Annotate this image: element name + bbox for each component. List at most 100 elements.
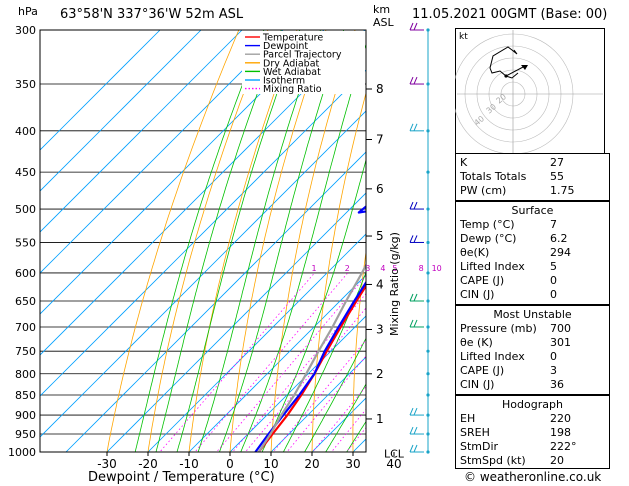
- hodograph-surface-dot: [504, 74, 508, 78]
- mixing-ratio-label: 3: [365, 264, 370, 273]
- most-unstable-row: Lifted Index 0: [460, 350, 557, 363]
- pressure-tick-label: 300: [15, 24, 36, 37]
- datetime-label: 11.05.2021 00GMT (Base: 00): [412, 7, 608, 22]
- pressure-tick-label: 600: [15, 267, 36, 280]
- hodograph-unit-label: kt: [459, 32, 468, 42]
- wind-barb-icon: [413, 444, 418, 453]
- wind-profile-dot: [426, 372, 430, 376]
- wind-profile-dot: [426, 325, 430, 329]
- x-tick-label: -20: [138, 457, 158, 471]
- hpa-unit-label: hPa: [18, 5, 38, 18]
- profile-dewpoint: [254, 205, 366, 452]
- wind-profile-dot: [426, 82, 430, 86]
- isotherm-line: [40, 30, 243, 233]
- wet-adiabat-line: [176, 30, 301, 452]
- mixing-ratio-line: [232, 292, 366, 452]
- wind-profile-dot: [426, 129, 430, 133]
- x-tick-label: 20: [304, 457, 319, 471]
- km-tick-label: 6: [376, 182, 384, 196]
- hodograph: kt 40 30 20: [455, 28, 605, 157]
- surface-title: Surface: [511, 204, 554, 217]
- isotherm-line: [229, 315, 366, 452]
- index-row: K 27: [460, 156, 564, 169]
- hodograph-storm-vector: [505, 65, 526, 77]
- x-tick-label: -10: [179, 457, 199, 471]
- wind-barb-icon: [409, 201, 414, 210]
- most-unstable-title: Most Unstable: [493, 308, 572, 321]
- pressure-tick-label: 750: [15, 345, 36, 358]
- isotherm-line: [106, 192, 366, 452]
- legend-entry: Isotherm: [263, 76, 305, 87]
- mixing-ratio-line: [244, 307, 366, 452]
- wind-barb-icon: [413, 22, 418, 31]
- isotherm-line: [65, 151, 366, 452]
- isotherm-line: [40, 69, 366, 397]
- surface-row: Temp (°C) 7: [460, 218, 557, 231]
- pressure-tick-label: 900: [15, 409, 36, 422]
- legend-entry: Mixing Ratio: [263, 84, 322, 95]
- location-label: 63°58'N 337°36'W 52m ASL: [60, 7, 244, 22]
- plot-frame: [39, 29, 367, 453]
- surface-row: Dewp (°C) 6.2: [460, 232, 568, 245]
- surface-row: CAPE (J) 0: [460, 274, 557, 287]
- pressure-tick-label: 700: [15, 321, 36, 334]
- wet-adiabat-line: [240, 42, 366, 452]
- wind-profile-dot: [426, 170, 430, 174]
- profile-parcel-trajectory: [257, 262, 366, 452]
- hodograph-info-row: SREH 198: [460, 426, 571, 439]
- legend-entry: Dewpoint: [263, 41, 308, 52]
- surface-row: CIN (J) 0: [460, 288, 557, 301]
- wind-barb-icon: [409, 407, 414, 416]
- wind-barb-icon: [409, 235, 414, 243]
- most-unstable-row: CIN (J) 36: [460, 378, 564, 391]
- wind-barb-icon: [413, 293, 418, 302]
- mixing-ratio-label: 10: [432, 264, 442, 273]
- mixing-ratio-axis-label: Mixing Ratio (g/kg): [388, 232, 401, 336]
- wet-adiabat-line: [134, 30, 265, 452]
- km-tick-label: 3: [376, 322, 384, 336]
- wind-barb-icon: [409, 293, 414, 302]
- wind-profile-dot: [426, 299, 430, 303]
- wet-adiabat-line: [155, 30, 282, 452]
- info-panel: K 27 Totals Totals 55 PW (cm) 1.75 Surface …: [455, 153, 610, 469]
- pressure-tick-label: 500: [15, 203, 36, 216]
- pressure-tick-label: 350: [15, 78, 36, 91]
- dry-adiabat-line: [147, 30, 269, 452]
- wind-barb-icon: [413, 123, 418, 132]
- x-axis-label: Dewpoint / Temperature (°C): [88, 470, 275, 485]
- dry-adiabat-line: [352, 249, 366, 452]
- km-tick-label: 7: [376, 132, 384, 146]
- pressure-tick-label: 950: [15, 428, 36, 441]
- hodograph-info-row: StmDir 222°: [460, 440, 577, 453]
- hodograph-info-row: EH 220: [460, 412, 571, 425]
- index-row: PW (cm) 1.75: [460, 184, 575, 197]
- legend-entry: Dry Adiabat: [263, 58, 320, 69]
- mixing-ratio-label: 1: [312, 264, 317, 273]
- pressure-tick-label: 450: [15, 166, 36, 179]
- most-unstable-row: θe (K) 301: [460, 336, 571, 349]
- wet-adiabat-line: [325, 383, 366, 452]
- x-tick-label: -30: [97, 457, 117, 471]
- hodograph-trace: [489, 46, 519, 79]
- index-row: Totals Totals 55: [460, 170, 564, 183]
- pressure-tick-label: 400: [15, 125, 36, 138]
- pressure-tick-label: 650: [15, 295, 36, 308]
- km-unit-label: km: [373, 3, 391, 16]
- wind-barb-icon: [413, 201, 418, 210]
- wind-profile-dot: [426, 28, 430, 32]
- hodograph-info-box: Hodograph EH 220 SREH 198 StmDir 222° StmSp…: [455, 395, 610, 469]
- wind-profile-dot: [426, 271, 430, 275]
- dry-adiabat-line: [393, 0, 460, 469]
- most-unstable-row: CAPE (J) 3: [460, 364, 557, 377]
- surface-box: Surface Temp (°C) 7 Dewp (°C) 6.2 θe(K) 294…: [455, 201, 610, 305]
- asl-unit-label: ASL: [373, 16, 394, 29]
- copyright-label: © weatheronline.co.uk: [464, 470, 602, 484]
- legend-entry: Wet Adiabat: [263, 67, 321, 78]
- mixing-ratio-label: 8: [419, 264, 424, 273]
- mixing-ratio-label: 5: [392, 264, 397, 273]
- wind-profile-dot: [426, 240, 430, 245]
- x-tick-label: 40: [386, 457, 401, 471]
- dry-adiabat-line: [188, 30, 298, 452]
